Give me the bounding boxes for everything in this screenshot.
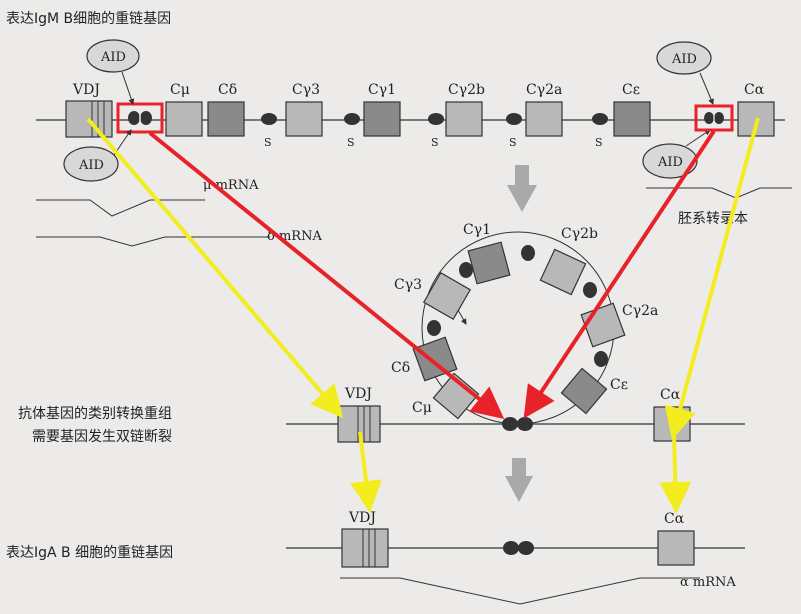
top-c-delta-label: Cδ (218, 82, 237, 98)
switch-mu-highlight (116, 102, 164, 134)
switch-label-1: S (264, 136, 272, 149)
red-arrow-switch-alpha (523, 129, 716, 419)
circle-switch-5 (427, 320, 441, 336)
top-c-alpha-label: Cα (744, 82, 765, 98)
aid-arrow-top-left (121, 71, 135, 105)
circle-c-gamma2b-label: Cγ2b (561, 226, 598, 242)
middle-c-alpha-label: Cα (660, 387, 681, 403)
switch-label-5: S (595, 136, 603, 149)
alpha-mrna-line (340, 577, 700, 605)
switch-region-5 (592, 113, 608, 125)
aid-arrow-top-right (699, 72, 714, 105)
circle-c-epsilon-block (560, 367, 608, 415)
top-c-mu-label: Cμ (170, 82, 190, 98)
svg-text:AID: AID (78, 158, 104, 173)
circle-switch-4 (459, 262, 473, 278)
top-c-gamma2b-block (445, 101, 483, 137)
top-c-gamma3-label: Cγ3 (292, 82, 320, 98)
bottom-vdj-label: VDJ (348, 510, 376, 526)
top-c-gamma2a-label: Cγ2a (526, 82, 562, 98)
top-c-mu-block (165, 101, 203, 137)
switch-region-4 (506, 113, 522, 125)
yellow-arrow-calpha-to-middle (664, 117, 760, 440)
circle-c-gamma3-label: Cγ3 (394, 277, 422, 293)
circle-c-gamma2a-label: Cγ2a (622, 303, 658, 319)
middle-c-alpha-block (653, 406, 691, 442)
middle-vdj-label: VDJ (344, 386, 372, 402)
switch-label-3: S (431, 136, 439, 149)
yellow-arrow-vdj-to-bottom (350, 431, 382, 513)
circle-c-delta-label: Cδ (391, 360, 410, 376)
switch-region-2 (344, 113, 360, 125)
alpha-mrna-label: α mRNA (680, 575, 736, 590)
circle-c-mu-label: Cμ (412, 400, 432, 416)
circle-switch-2 (583, 282, 597, 298)
aid-bubble-top-left: AID (86, 39, 140, 73)
top-c-gamma3-block (285, 101, 323, 137)
bottom-vdj-block (341, 528, 389, 568)
aid-bubble-bottom-left: AID (63, 146, 119, 182)
mu-mrna-line (36, 199, 205, 217)
germline-transcript-label: 胚系转录本 (678, 211, 748, 227)
switch-alpha-highlight (694, 104, 734, 132)
svg-text:AID: AID (657, 155, 683, 170)
gray-down-arrow-2 (505, 458, 533, 502)
middle-joined-switch (502, 417, 533, 431)
switch-region-3 (428, 113, 444, 125)
title-iga: 表达IgA B 细胞的重链基因 (6, 544, 173, 561)
circle-c-gamma2b-block (539, 248, 587, 296)
bottom-joined-switch (503, 541, 534, 555)
top-c-gamma1-label: Cγ1 (368, 82, 396, 98)
title-igm: 表达IgM B细胞的重链基因 (6, 10, 171, 27)
switch-label-2: S (347, 136, 355, 149)
top-vdj-label: VDJ (72, 82, 100, 98)
top-c-gamma1-block (363, 101, 401, 137)
circle-switch-3 (594, 351, 608, 367)
red-arrow-switch-mu (148, 131, 505, 420)
circle-c-gamma1-block (467, 241, 511, 285)
circle-c-epsilon-label: Cε (610, 377, 628, 393)
top-c-epsilon-label: Cε (622, 82, 640, 98)
circle-rotation-arrow (457, 309, 467, 325)
delta-mrna-line (36, 236, 270, 247)
circle-c-gamma1-label: Cγ1 (463, 222, 491, 238)
top-c-gamma2a-block (525, 101, 563, 137)
top-c-delta-block (207, 101, 245, 137)
aid-arrow-bottom-right (685, 129, 711, 147)
title-class-switch-line1: 抗体基因的类别转换重组 (18, 405, 172, 422)
gray-down-arrow-1 (507, 165, 537, 212)
yellow-arrow-calpha-to-bottom (659, 435, 692, 514)
svg-text:AID: AID (671, 52, 697, 67)
circle-switch-1 (521, 245, 535, 261)
bottom-c-alpha-label: Cα (664, 511, 685, 527)
aid-bubble-top-right: AID (656, 41, 712, 75)
aid-bubble-bottom-right: AID (642, 143, 698, 179)
top-c-gamma2b-label: Cγ2b (448, 82, 485, 98)
germline-transcript-line (646, 187, 792, 199)
svg-text:AID: AID (100, 50, 126, 65)
bottom-c-alpha-block (657, 530, 695, 566)
circle-c-gamma3-block (422, 271, 472, 321)
switch-label-4: S (509, 136, 517, 149)
title-class-switch-line2: 需要基因发生双链断裂 (32, 428, 172, 445)
circle-c-mu-block (432, 372, 480, 420)
yellow-arrow-vdj-to-middle (86, 117, 344, 419)
switch-region-1 (261, 113, 277, 125)
top-c-epsilon-block (613, 101, 651, 137)
